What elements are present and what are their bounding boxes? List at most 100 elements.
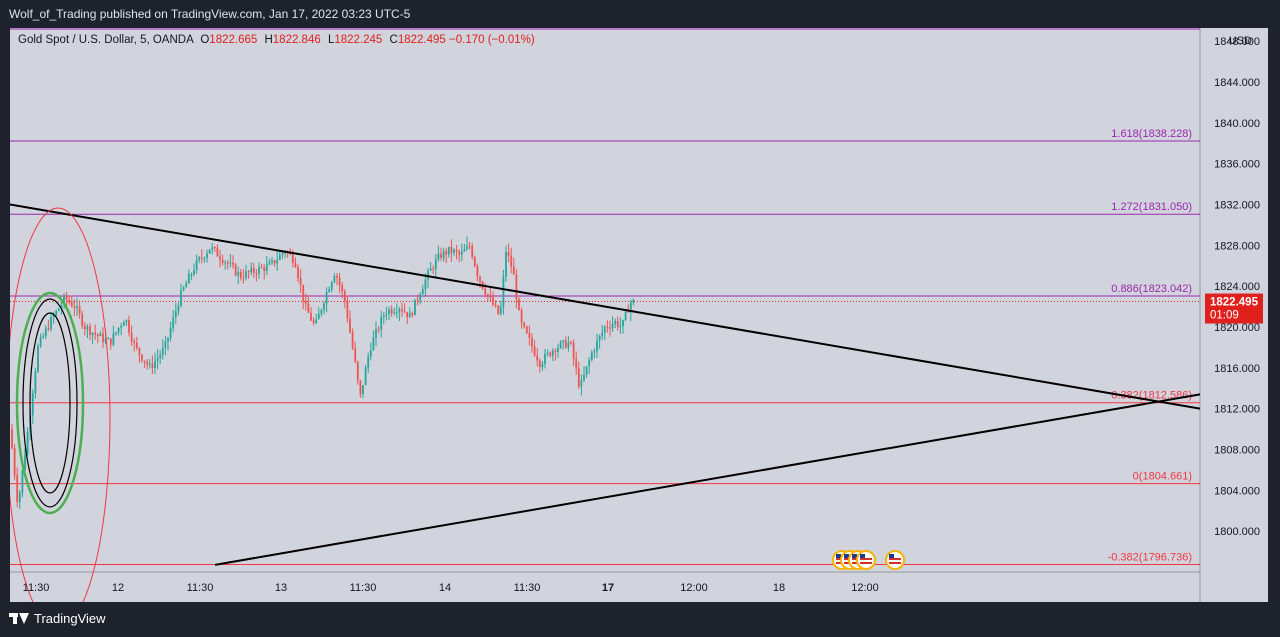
- axis-currency: USD: [1229, 35, 1252, 47]
- candle-body: [362, 385, 364, 395]
- candle-body: [606, 326, 609, 328]
- candle-body: [37, 345, 39, 372]
- candle-body: [382, 315, 385, 318]
- candle-body: [130, 332, 133, 342]
- candle-body: [611, 324, 614, 329]
- candle-body: [419, 294, 422, 300]
- candle-body: [497, 305, 500, 314]
- candle-body: [416, 299, 419, 301]
- candle-body: [385, 314, 388, 316]
- candle-body: [596, 340, 598, 352]
- candle-body: [323, 303, 325, 310]
- candle-body: [115, 332, 117, 334]
- flag-stripe: [860, 558, 872, 560]
- candle-body: [232, 262, 234, 265]
- candle-body: [486, 294, 489, 296]
- x-tick-label: 12:00: [680, 582, 708, 594]
- open-label: O: [200, 34, 210, 46]
- candle-body: [291, 254, 294, 264]
- candle-body: [250, 267, 253, 273]
- candle-body: [434, 259, 437, 270]
- candle-body: [273, 260, 276, 264]
- candle-body: [346, 301, 349, 319]
- candle-body: [557, 347, 559, 352]
- flag-stripe: [860, 562, 872, 564]
- y-tick-label: 1848.000: [1214, 36, 1260, 48]
- candle-body: [525, 326, 528, 334]
- candle-body: [432, 268, 435, 270]
- candle-body: [112, 333, 115, 345]
- candle-body: [216, 247, 219, 257]
- candle-body: [89, 326, 91, 335]
- candle-body: [328, 289, 331, 293]
- y-tick-label: 1832.000: [1214, 200, 1260, 212]
- candle-body: [109, 338, 112, 345]
- candle-body: [349, 318, 351, 333]
- y-tick-label: 1808.000: [1214, 445, 1260, 457]
- candle-body: [125, 319, 128, 323]
- candle-body: [583, 374, 585, 381]
- candle-body: [460, 251, 463, 255]
- candle-body: [208, 249, 211, 254]
- candle-body: [187, 274, 190, 284]
- candle-body: [372, 337, 375, 350]
- candle-body: [284, 252, 286, 254]
- red-ellipse: [10, 207, 111, 602]
- change-value: −0.170 (−0.01%): [449, 34, 535, 46]
- candle-body: [278, 254, 281, 260]
- flag-stripe: [889, 558, 901, 560]
- candle-body: [133, 341, 136, 343]
- candle-body: [213, 247, 216, 249]
- close-value: 1822.495: [397, 34, 446, 46]
- candle-body: [564, 340, 567, 348]
- candle-body: [91, 332, 94, 335]
- candle-body: [169, 327, 172, 338]
- candle-body: [167, 337, 169, 342]
- candle-body: [247, 271, 250, 273]
- candle-body: [458, 251, 461, 255]
- candle-body: [237, 272, 240, 276]
- candle-body: [624, 311, 627, 320]
- candle-body: [523, 322, 526, 327]
- black-ellipse-outer: [22, 298, 78, 508]
- candle-body: [245, 271, 247, 278]
- candle-body: [50, 316, 52, 330]
- candle-body: [479, 276, 481, 282]
- candle-body: [609, 327, 611, 329]
- candle-body: [174, 311, 177, 318]
- candle-body: [536, 355, 539, 361]
- candle-body: [533, 346, 536, 356]
- low-value: 1822.245: [334, 34, 383, 46]
- x-tick-label: 11:30: [187, 582, 214, 594]
- candle-body: [367, 356, 370, 368]
- y-tick-label: 1824.000: [1214, 281, 1260, 293]
- candle-body: [567, 342, 570, 348]
- candle-body: [68, 299, 71, 303]
- candle-body: [44, 328, 47, 336]
- candle-body: [325, 292, 328, 304]
- candle-body: [447, 246, 450, 255]
- candle-body: [356, 361, 359, 381]
- candle-body: [515, 274, 518, 300]
- candle-body: [297, 267, 299, 279]
- candle-body: [26, 431, 29, 455]
- chart-pane[interactable]: 1.618(1838.228) 1.272(1831.050) 0.886(1823…: [10, 28, 1268, 602]
- candle-body: [242, 277, 245, 279]
- x-tick-label: 11:30: [350, 582, 377, 594]
- candle-body: [271, 260, 273, 263]
- footer: TradingView: [9, 611, 106, 626]
- candle-body: [375, 328, 377, 338]
- x-tick-label: 18: [773, 582, 785, 594]
- candle-body: [619, 326, 622, 328]
- candle-body: [299, 278, 302, 285]
- candle-body: [120, 325, 123, 328]
- candle-body: [143, 360, 146, 363]
- candle-body: [226, 262, 229, 264]
- candle-body: [512, 266, 515, 275]
- trendline: [214, 393, 1201, 566]
- chart-svg[interactable]: 1.618(1838.228) 1.272(1831.050) 0.886(1823…: [10, 28, 1268, 602]
- candle-body: [442, 250, 445, 259]
- candle-body: [494, 304, 497, 306]
- candle-body: [180, 289, 182, 306]
- last-price-tag: [1205, 293, 1263, 324]
